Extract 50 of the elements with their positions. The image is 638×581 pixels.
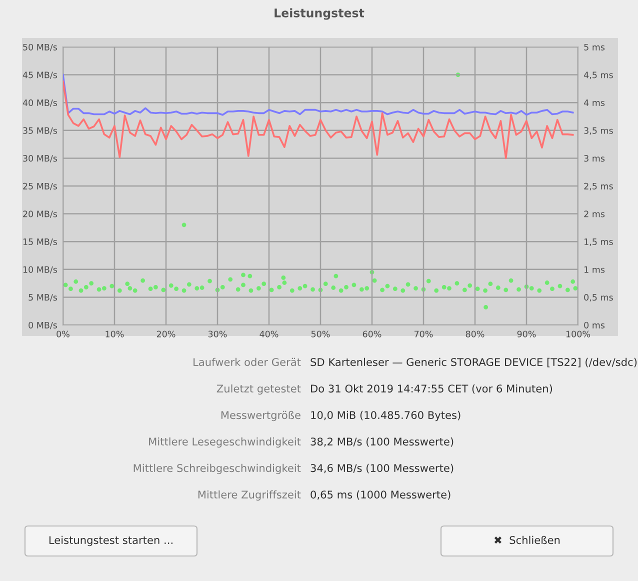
category-label: Mittlere Schreibgeschwindigkeit (134, 464, 301, 474)
x-tick-label: 100% (566, 330, 590, 338)
x-tick-label: 90% (517, 330, 536, 338)
x-tick-label: 0% (56, 330, 70, 338)
line-series (63, 74, 574, 116)
text: 34,6 MB/s (100 Messwerte) (310, 464, 454, 474)
y2-tick-label: 3 ms (584, 155, 605, 162)
y-tick-label: 35 MB/s (23, 127, 58, 135)
category-label: Mittlere Zugriffszeit (198, 490, 301, 501)
y2-tick-label: 5 ms (584, 44, 605, 50)
x-tick-label: 70% (414, 330, 433, 338)
x-tick-label: 30% (208, 330, 227, 338)
y2-tick-label: 2 ms (584, 210, 605, 218)
x-tick-label: 80% (466, 330, 484, 338)
y-tick-label: 45 MB/s (22, 72, 58, 79)
x-tick-label: 60% (362, 330, 382, 338)
y2-tick-label: 2,5 ms (584, 182, 613, 190)
y2-tick-label: 3,5 ms (584, 127, 613, 135)
y-tick-label: 25 MB/s (23, 182, 58, 190)
text: 0,65 ms (1000 Messwerte) (310, 490, 450, 500)
x-tick-label: 50% (311, 330, 330, 338)
y2-tick-label: 0,5 ms (584, 294, 613, 302)
y-tick-label: 20 MB/s (23, 210, 58, 218)
category-label: Zuletzt getestet (216, 384, 301, 395)
x-tick-label: 20% (156, 330, 176, 338)
text: Leistungstest starten ... (49, 536, 172, 546)
x-tick-label: 40% (260, 330, 278, 338)
text: Do 31 Okt 2019 14:47:55 CET (vor 6 Minuten) (311, 384, 552, 394)
x-tick-label: 10% (106, 330, 124, 338)
chart-title: Leistungstest (274, 8, 364, 20)
line-series (63, 80, 574, 160)
y2-tick-label: 1,5 ms (584, 238, 613, 246)
text: SD Kartenleser — Generic STORAGE DEVICE [TS22] (/dev/sdc) (310, 358, 637, 368)
y-tick-label: 30 MB/s (23, 155, 58, 162)
y2-tick-label: 4 ms (584, 100, 605, 106)
y-tick-label: 0 MB/s (28, 322, 58, 330)
text: ✖ Schließen (494, 536, 560, 544)
text: 10,0 MiB (10.485.760 Bytes) (311, 410, 460, 422)
y2-tick-label: 0 ms (584, 322, 605, 328)
category-label: Laufwerk oder Gerät (194, 358, 301, 366)
y2-tick-label: 1 ms (584, 266, 605, 273)
y-tick-label: 5 MB/s (28, 294, 58, 302)
y-tick-label: 15 MB/s (23, 238, 58, 246)
category-label: Mittlere Lesegeschwindigkeit (149, 437, 301, 448)
y-tick-label: 50 MB/s (23, 44, 58, 52)
y2-tick-label: 4,5 ms (584, 72, 613, 80)
y-tick-label: 10 MB/s (23, 266, 58, 274)
text: 38,2 MB/s (100 Messwerte) (310, 437, 454, 447)
y-tick-label: 40 MB/s (22, 99, 58, 107)
category-label: Messwertgröße (221, 410, 300, 422)
